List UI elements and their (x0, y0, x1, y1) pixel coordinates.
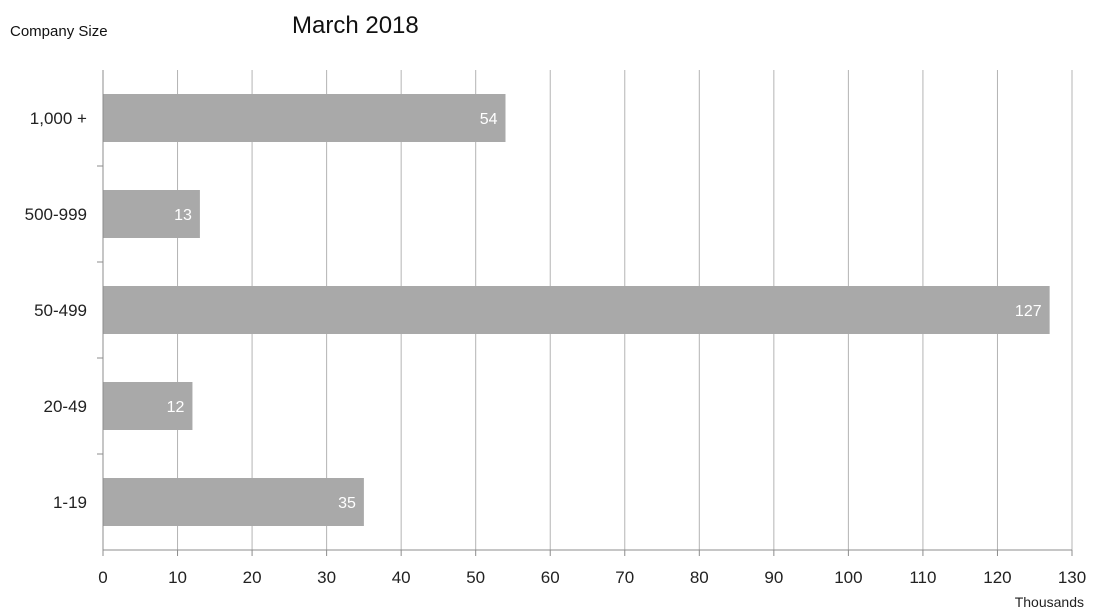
x-tick-labels: 0 10 20 30 40 50 60 70 80 90 100 110 120 130 (98, 568, 1086, 587)
category-label: 50-499 (34, 301, 87, 320)
bar (103, 190, 200, 238)
bar (103, 382, 193, 430)
data-label: 35 (338, 495, 356, 512)
axes (97, 70, 1073, 556)
category-label: 20-49 (44, 397, 87, 416)
category-label: 1-19 (53, 493, 87, 512)
data-label: 127 (1015, 303, 1042, 320)
x-tick-label: 100 (834, 568, 862, 587)
category-label: 1,000 + (30, 109, 87, 128)
bar (103, 286, 1050, 334)
y-axis-title: Company Size (10, 23, 108, 40)
x-tick-label: 130 (1058, 568, 1086, 587)
bars (103, 94, 1050, 526)
chart-title: March 2018 (292, 12, 419, 39)
x-tick-label: 80 (690, 568, 709, 587)
data-label: 54 (480, 111, 498, 128)
x-tick-label: 70 (615, 568, 634, 587)
x-tick-label: 60 (541, 568, 560, 587)
x-axis-unit-label: Thousands (1015, 594, 1084, 610)
x-tick-label: 40 (392, 568, 411, 587)
bar (103, 478, 364, 526)
category-labels: 1,000 + 500-999 50-499 20-49 1-19 (25, 109, 87, 512)
x-tick-label: 90 (764, 568, 783, 587)
x-tick-label: 50 (466, 568, 485, 587)
data-labels: 54 13 127 12 35 (167, 111, 1042, 512)
x-tick-label: 120 (983, 568, 1011, 587)
x-tick-label: 20 (243, 568, 262, 587)
category-label: 500-999 (25, 205, 87, 224)
x-tick-label: 110 (909, 568, 936, 587)
x-tick-label: 30 (317, 568, 336, 587)
x-tick-label: 10 (168, 568, 187, 587)
data-label: 12 (167, 399, 185, 416)
x-tick-label: 0 (98, 568, 107, 587)
data-label: 13 (174, 207, 192, 224)
bar (103, 94, 506, 142)
